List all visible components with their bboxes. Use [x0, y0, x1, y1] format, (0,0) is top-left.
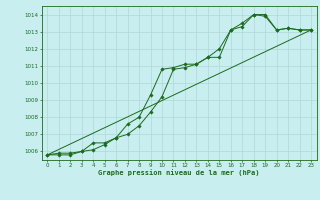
X-axis label: Graphe pression niveau de la mer (hPa): Graphe pression niveau de la mer (hPa)	[99, 169, 260, 176]
